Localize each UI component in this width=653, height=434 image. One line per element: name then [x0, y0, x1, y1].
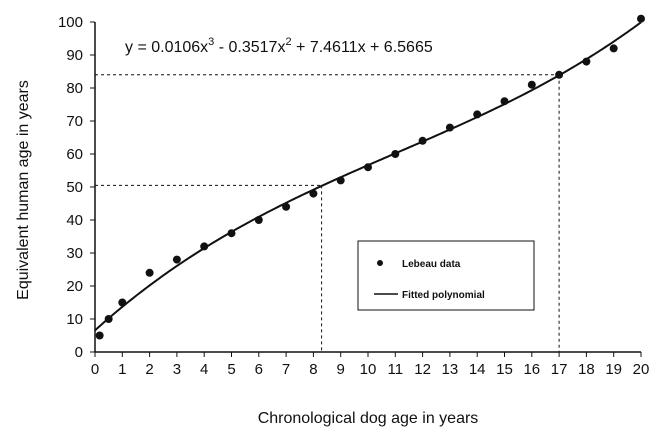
y-tick-labels: 0 10 20 30 40 50 60 70 80 90 100 [58, 14, 83, 361]
x-tick-label: 18 [578, 361, 595, 378]
data-point [527, 80, 536, 89]
x-tick-label: 7 [282, 361, 290, 378]
data-point [309, 189, 318, 198]
y-tick-label: 100 [58, 14, 83, 31]
x-tick-label: 1 [118, 361, 126, 378]
y-tick-label: 0 [75, 344, 83, 361]
data-point [172, 255, 181, 264]
data-point [637, 14, 645, 23]
x-tick-label: 19 [605, 361, 622, 378]
equation-label: y = 0.0106x3 - 0.3517x2 + 7.4611x + 6.56… [125, 36, 433, 56]
data-points-group [95, 14, 645, 340]
data-point [418, 136, 427, 145]
data-point [282, 202, 291, 211]
reference-lines [95, 74, 560, 352]
data-point [582, 57, 591, 66]
x-tick-label: 16 [523, 361, 540, 378]
y-tick-label: 20 [66, 278, 83, 295]
data-point [118, 298, 127, 307]
data-point [500, 97, 509, 106]
data-point [473, 110, 482, 119]
x-tick-label: 15 [496, 361, 513, 378]
data-point [254, 216, 263, 224]
x-tick-label: 0 [91, 361, 99, 378]
legend: Lebeau data Fitted polynomial [357, 240, 535, 311]
data-point [391, 150, 400, 158]
x-axis-title: Chronological dog age in years [258, 410, 479, 427]
y-tick-label: 90 [66, 47, 83, 64]
x-tick-label: 3 [173, 361, 181, 378]
y-tick-label: 70 [66, 113, 83, 130]
y-tick-label: 80 [66, 80, 83, 97]
data-point [555, 70, 564, 79]
legend-label-curve: Fitted polynomial [402, 290, 485, 301]
legend-marker-points [377, 260, 383, 266]
data-point [227, 229, 236, 238]
x-tick-label: 11 [388, 361, 404, 378]
legend-box [357, 240, 535, 311]
x-tick-label: 10 [360, 361, 377, 378]
data-point [609, 44, 618, 53]
y-tick-label: 50 [66, 179, 83, 196]
x-tick-label: 2 [145, 361, 153, 378]
x-tick-label: 8 [309, 361, 317, 378]
x-tick-label: 9 [337, 361, 345, 378]
data-point [104, 315, 113, 323]
data-point [145, 268, 154, 277]
x-tick-label: 5 [227, 361, 235, 378]
y-tick-label: 10 [66, 311, 83, 328]
axes [90, 21, 642, 357]
x-tick-label: 12 [414, 361, 431, 378]
data-point [95, 331, 104, 340]
x-tick-label: 13 [442, 361, 459, 378]
legend-label-points: Lebeau data [402, 259, 461, 270]
y-tick-label: 30 [66, 245, 83, 262]
data-point [200, 242, 209, 251]
x-tick-labels: 0 1 2 3 4 5 6 7 8 9 10 11 12 13 14 15 16 17 18 19 20 [91, 361, 650, 378]
y-tick-label: 40 [66, 212, 83, 229]
x-tick-label: 14 [469, 361, 486, 378]
x-tick-label: 20 [633, 361, 650, 378]
x-tick-label: 6 [255, 361, 263, 378]
y-tick-label: 60 [66, 146, 83, 163]
x-tick-label: 4 [200, 361, 208, 378]
data-point [364, 163, 372, 172]
y-axis-title: Equivalent human age in years [15, 80, 32, 300]
x-tick-label: 17 [551, 361, 568, 378]
data-point [445, 123, 454, 132]
data-point [336, 176, 345, 185]
